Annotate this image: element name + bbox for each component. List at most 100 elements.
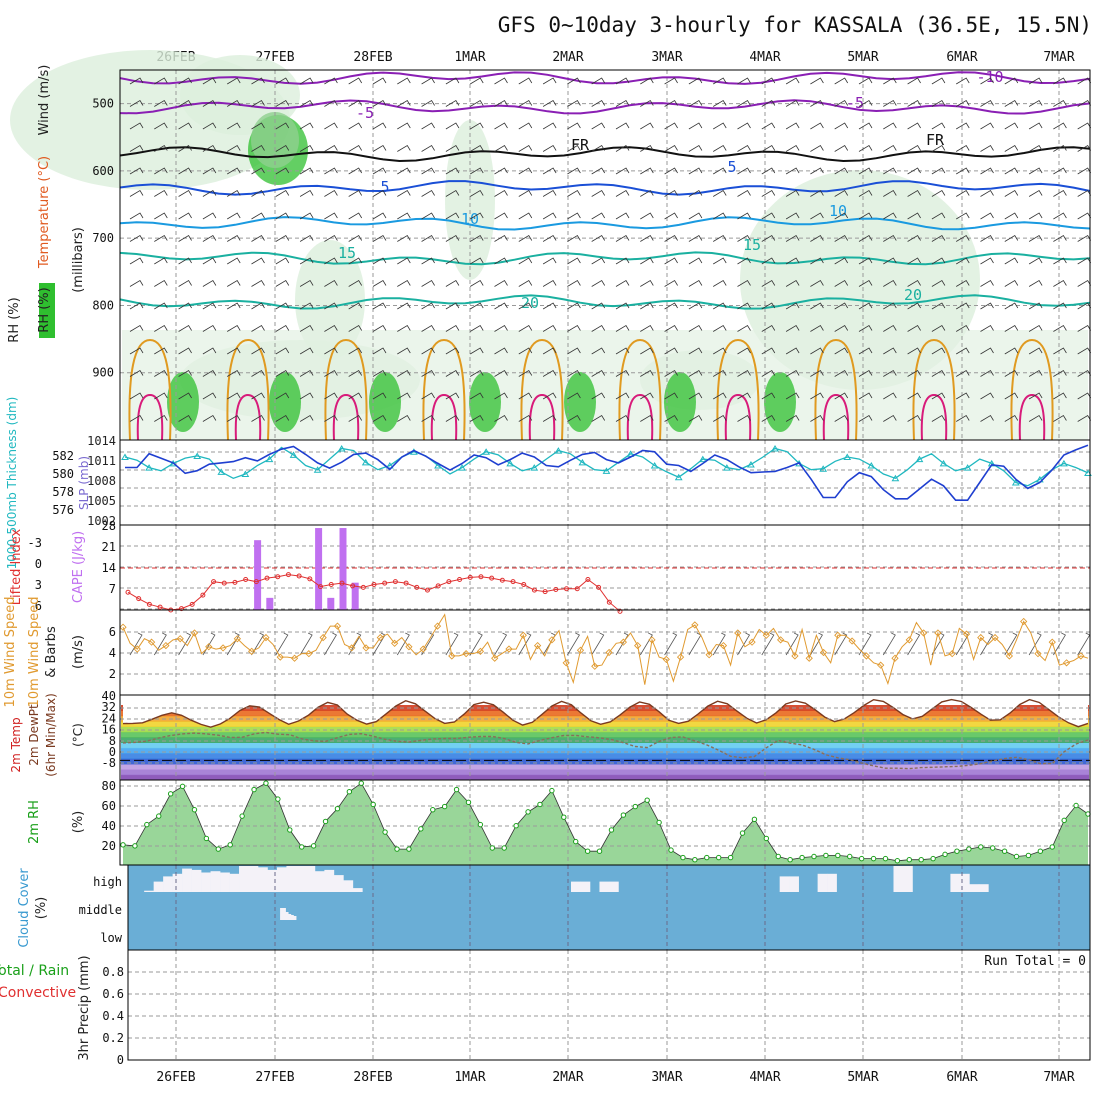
cloud-high-bar <box>324 869 335 892</box>
tick-label: 0.6 <box>102 987 124 1001</box>
wind-barb <box>154 144 168 152</box>
lifted-index-marker <box>360 584 366 590</box>
rh-marker <box>299 844 305 850</box>
wind-barb <box>542 392 557 400</box>
lifted-index-marker <box>424 587 430 593</box>
isotherm-30 <box>920 393 948 441</box>
lifted-index-marker <box>382 580 388 586</box>
wind-barb <box>299 99 314 107</box>
wind-barb <box>299 414 314 422</box>
lifted-index-marker <box>157 604 163 610</box>
wind-barb <box>518 347 533 355</box>
wind-barb <box>615 324 630 332</box>
wind-barb <box>275 122 290 130</box>
wind-barb <box>810 302 824 310</box>
rh-marker <box>275 796 281 802</box>
cloud-mid-bar <box>285 912 289 920</box>
thickness-marker <box>241 470 250 477</box>
thickness-marker <box>313 466 322 473</box>
wind-barb <box>591 122 606 130</box>
lifted-index-marker <box>414 584 420 590</box>
wind-barb <box>202 302 217 310</box>
contour-label: 5 <box>727 158 736 176</box>
wind-barb <box>980 99 994 107</box>
wind-barb <box>129 392 144 400</box>
wind-speed-marker <box>748 638 756 646</box>
thickness-marker <box>193 452 202 459</box>
rh-marker <box>632 803 638 810</box>
wind-barb <box>1004 392 1019 400</box>
wind-speed-marker <box>476 647 485 655</box>
wind-barb <box>299 279 314 287</box>
wind-barb <box>518 324 533 332</box>
contour-label: 5 <box>380 178 389 196</box>
wind-barb <box>834 324 849 332</box>
rh-marker <box>942 851 948 858</box>
wind-barb <box>737 234 751 242</box>
lifted-index-marker <box>296 573 302 579</box>
wind-barb <box>1028 144 1043 152</box>
wind-barb <box>494 167 508 175</box>
wind-barb <box>518 189 533 197</box>
wind-barb <box>785 414 800 422</box>
wind-barb <box>154 392 168 400</box>
wind-barb <box>129 369 144 377</box>
wind-barb <box>275 212 290 220</box>
tick-label: 582 <box>52 449 74 463</box>
wind-barb <box>688 279 703 287</box>
wind-barb <box>494 144 508 152</box>
wind-barb <box>907 212 921 220</box>
wind-barb <box>567 324 581 332</box>
wind-barb <box>883 302 897 310</box>
wind-barb <box>834 189 849 197</box>
wind-barb <box>712 414 727 422</box>
wind-barb <box>1004 167 1019 175</box>
cloud-high-bar <box>257 867 268 892</box>
cloud-high-bar <box>580 881 591 892</box>
wind-barb <box>494 392 508 400</box>
thickness-marker <box>747 460 755 468</box>
lifted-index-marker <box>564 586 570 592</box>
wind-barb <box>129 302 144 310</box>
thickness-marker <box>602 467 611 474</box>
rh-marker <box>406 846 412 852</box>
wind-barb <box>324 392 338 400</box>
wind-barb <box>275 189 290 197</box>
wind-barb <box>737 167 751 175</box>
wind-barb <box>251 212 265 220</box>
contour-label: -5 <box>846 94 864 112</box>
wind-barb <box>494 369 508 377</box>
wind-barb <box>567 167 581 175</box>
wind-barb <box>1028 324 1043 332</box>
wind-barb <box>202 212 217 220</box>
wind-barb <box>421 77 435 85</box>
wind-barb <box>421 212 435 220</box>
wind-barb <box>834 302 849 310</box>
wind-barb <box>1053 144 1067 152</box>
thickness-marker <box>722 464 731 471</box>
wind-barb <box>712 369 727 377</box>
wind-barb <box>785 144 800 152</box>
wind-barb <box>154 234 168 242</box>
lifted-index-marker <box>457 577 463 583</box>
wind-barb <box>1004 414 1019 422</box>
rh-marker <box>394 846 400 852</box>
wind-barb <box>1004 302 1019 310</box>
thickness-marker <box>145 464 153 471</box>
panel-side-label: Wind (m/s) <box>37 65 52 136</box>
wind-barb <box>761 347 776 355</box>
wind-barb <box>421 189 435 197</box>
wind-barb <box>178 234 192 242</box>
wind-barb <box>615 167 630 175</box>
cloud-high-bar <box>978 884 989 892</box>
wind-barb <box>542 99 557 107</box>
wind-barb <box>688 99 703 107</box>
wind-barb <box>712 189 727 197</box>
wind-barb <box>640 122 654 130</box>
wind-barb <box>154 279 168 287</box>
wind-barb <box>615 77 630 85</box>
panel-side-label: (millibars) <box>71 227 86 293</box>
rh-marker <box>251 786 257 793</box>
cloud-high-bar <box>229 873 240 892</box>
wind-barb <box>858 167 873 175</box>
